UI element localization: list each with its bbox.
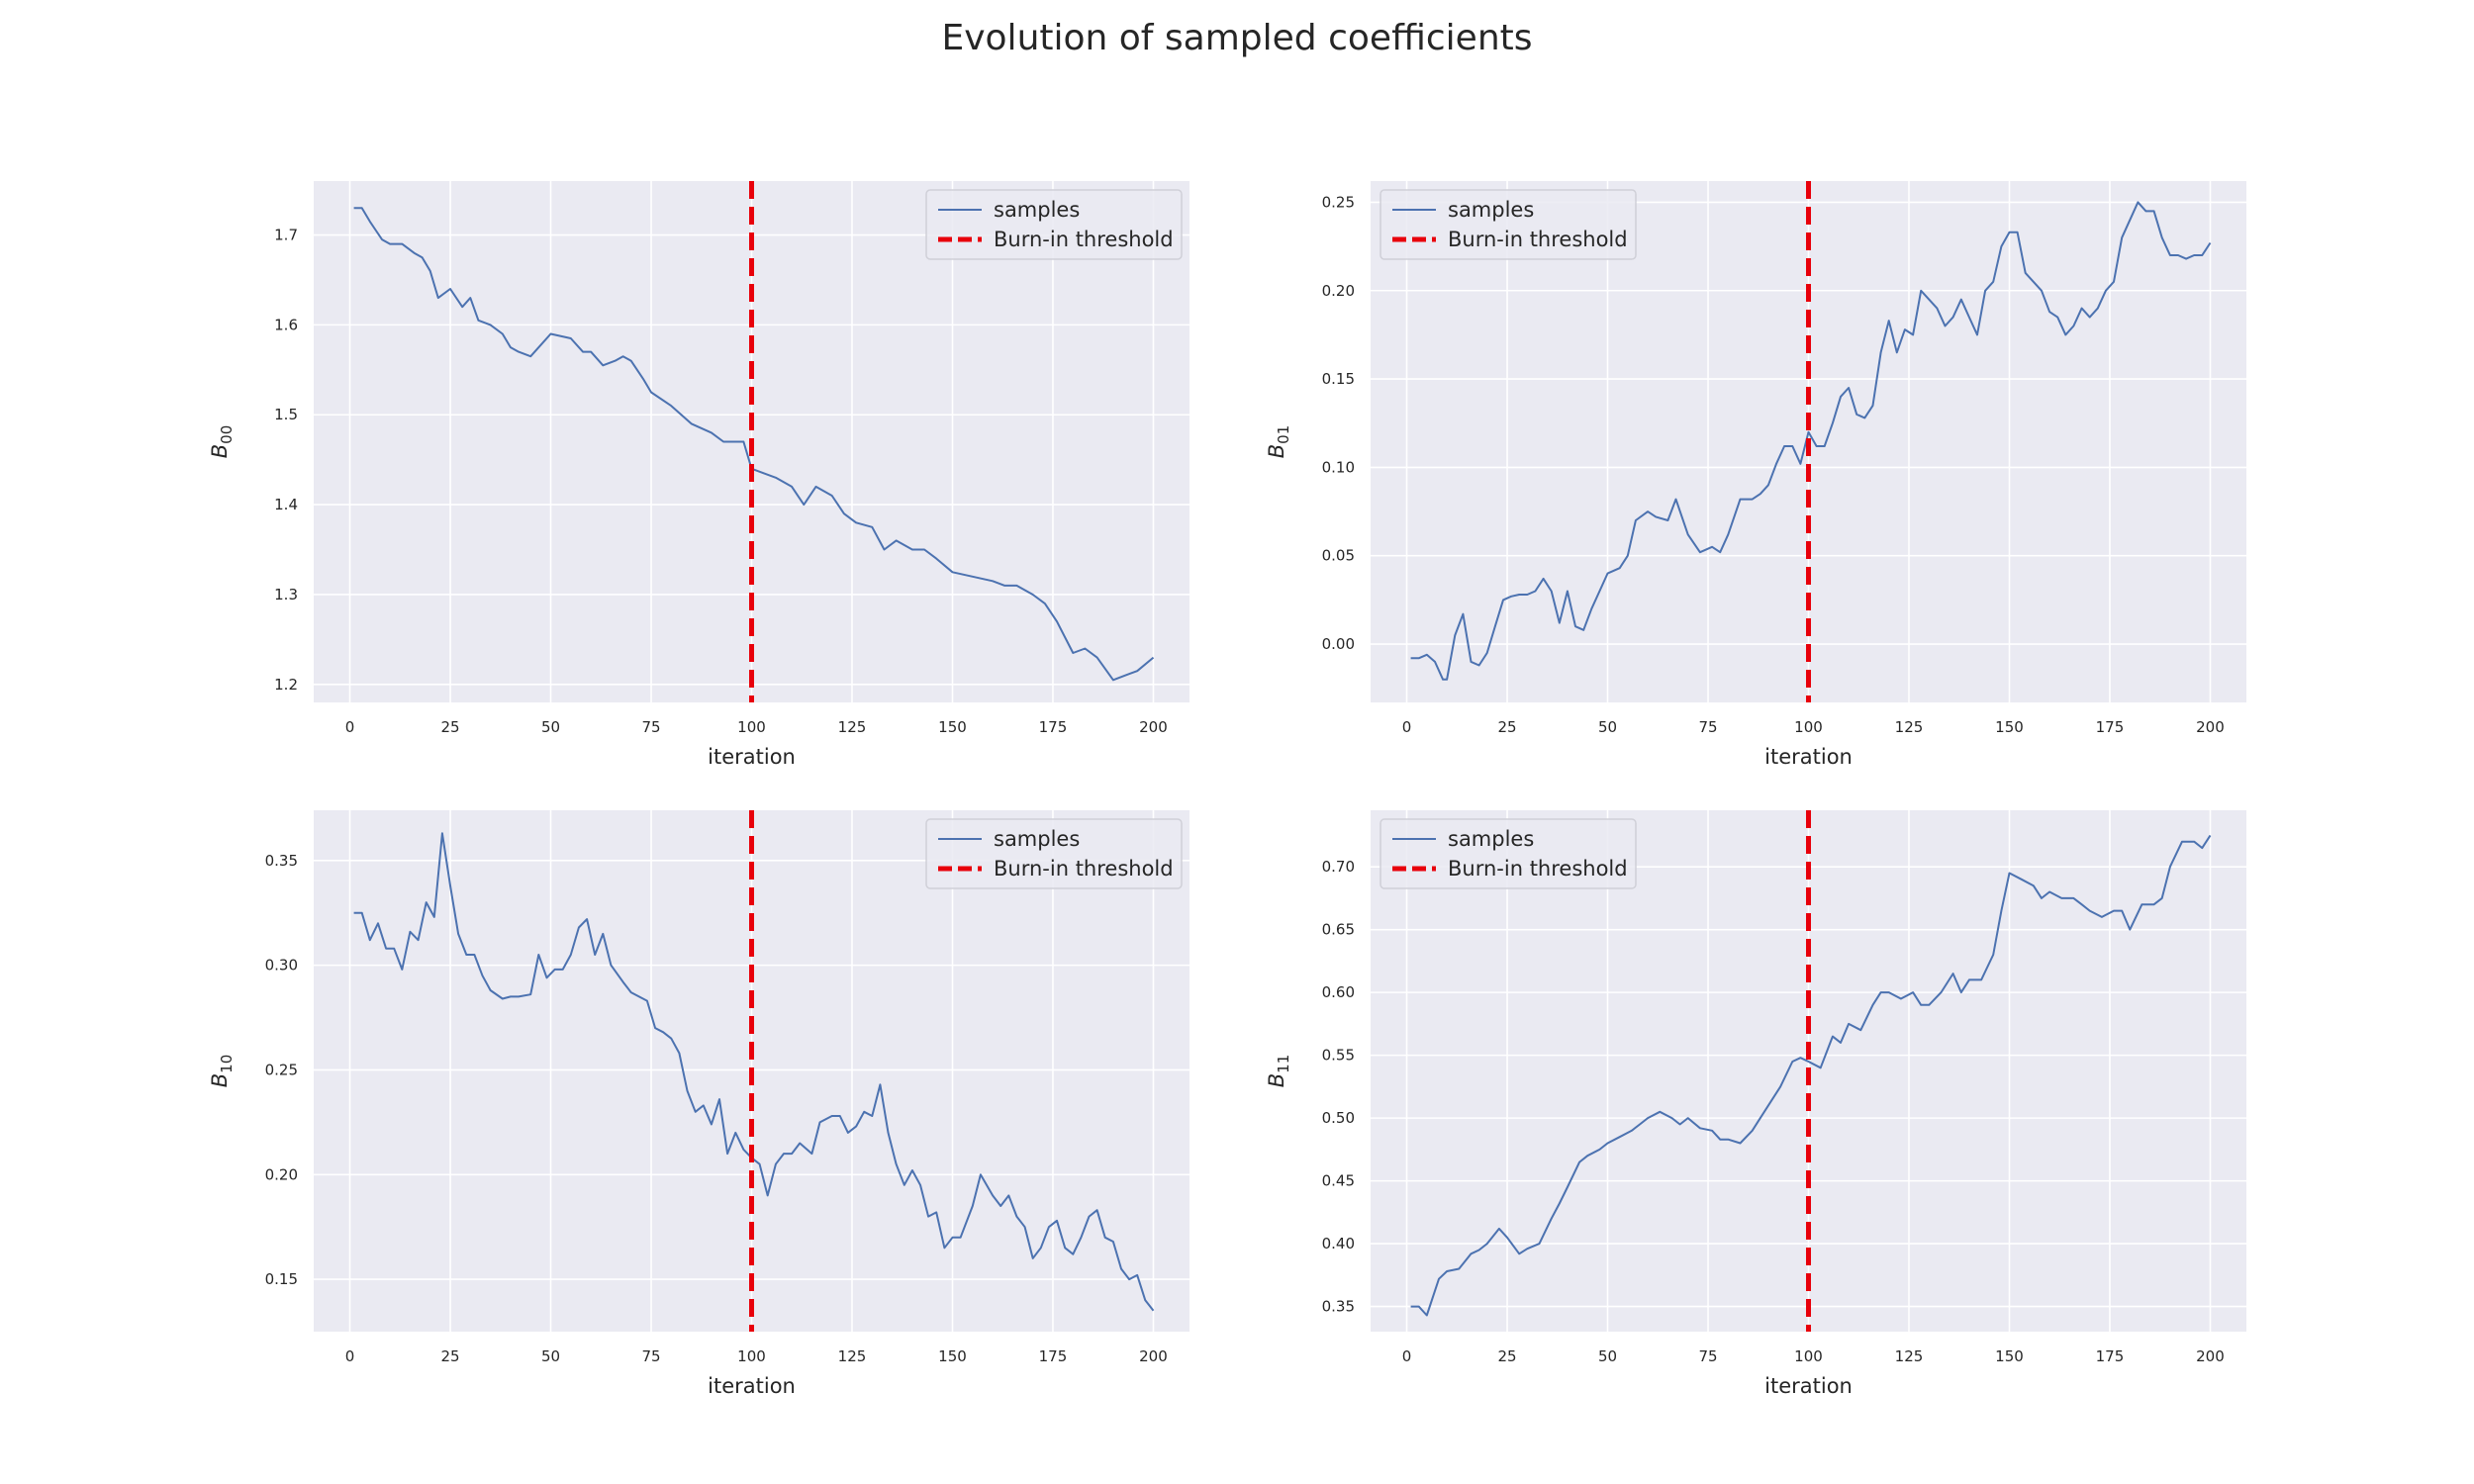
y-tick-label: 0.10 [1322, 458, 1355, 476]
legend-label-samples: samples [1448, 198, 1534, 222]
legend-label-samples: samples [994, 198, 1080, 222]
y-tick-label: 0.15 [265, 1270, 298, 1288]
y-tick-label: 0.00 [1322, 635, 1355, 653]
x-tick-label: 25 [440, 718, 459, 736]
y-tick-label: 0.25 [265, 1061, 298, 1078]
y-axis-label: B00 [208, 425, 236, 459]
y-tick-label: 0.05 [1322, 547, 1355, 565]
y-tick-label: 1.7 [274, 227, 298, 244]
subplot-3: 0 25 50 75 100 125 150 175 200 0.15 0.20 0.25 0.30 0.… [208, 810, 1189, 1398]
figure-title: Evolution of sampled coefficients [941, 18, 1533, 58]
legend-label-threshold: Burn-in threshold [1448, 857, 1628, 881]
x-tick-label: 25 [440, 1347, 459, 1365]
x-tick-label: 100 [1794, 718, 1823, 736]
x-axis-label: iteration [1764, 745, 1853, 769]
y-tick-label: 0.60 [1322, 983, 1355, 1001]
y-tick-label: 0.25 [1322, 193, 1355, 211]
subplot-1: 0 25 50 75 100 125 150 175 200 1.2 1.3 1.4 1.5 1.6 1.7… [208, 181, 1189, 769]
series-line-samples [1410, 834, 2212, 1317]
legend-box [925, 189, 1183, 260]
x-tick-label: 125 [838, 1347, 867, 1365]
legend-label-threshold: Burn-in threshold [994, 228, 1174, 251]
y-tick-label: 0.70 [1322, 858, 1355, 876]
x-tick-label: 200 [2196, 1347, 2225, 1365]
x-tick-label: 75 [641, 718, 660, 736]
x-tick-label: 200 [1139, 718, 1168, 736]
x-tick-label: 125 [1895, 1347, 1924, 1365]
x-tick-label: 200 [2196, 718, 2225, 736]
x-tick-label: 50 [1598, 1347, 1617, 1365]
series-line-samples [353, 207, 1155, 682]
y-tick-label: 0.30 [265, 957, 298, 974]
x-tick-label: 125 [1895, 718, 1924, 736]
x-tick-label: 175 [2096, 718, 2125, 736]
legend: samples Burn-in threshold [925, 818, 1183, 889]
legend-box [1380, 189, 1637, 260]
x-tick-label: 25 [1497, 1347, 1516, 1365]
y-tick-label: 0.55 [1322, 1047, 1355, 1065]
x-tick-label: 150 [938, 1347, 967, 1365]
x-tick-label: 0 [1402, 718, 1412, 736]
x-tick-label: 150 [1995, 1347, 2024, 1365]
y-tick-label: 1.6 [274, 316, 298, 333]
y-tick-label: 0.35 [265, 852, 298, 870]
legend-box [1380, 818, 1637, 889]
y-tick-label: 1.3 [274, 586, 298, 603]
x-tick-label: 150 [1995, 718, 2024, 736]
y-tick-label: 1.2 [274, 676, 298, 694]
x-axis-label: iteration [1764, 1374, 1853, 1398]
y-tick-label: 0.35 [1322, 1298, 1355, 1316]
x-tick-label: 100 [737, 1347, 766, 1365]
x-tick-label: 175 [1039, 1347, 1068, 1365]
legend: samples Burn-in threshold [1380, 818, 1637, 889]
x-tick-label: 175 [2096, 1347, 2125, 1365]
x-tick-label: 75 [1698, 718, 1717, 736]
x-tick-label: 75 [641, 1347, 660, 1365]
series-line-samples [1410, 201, 2212, 681]
legend-box [925, 818, 1183, 889]
y-tick-label: 0.40 [1322, 1235, 1355, 1252]
y-tick-label: 0.45 [1322, 1172, 1355, 1190]
y-tick-label: 0.50 [1322, 1109, 1355, 1127]
y-axis-label: B11 [1265, 1055, 1292, 1088]
x-tick-label: 50 [1598, 718, 1617, 736]
x-tick-label: 0 [345, 1347, 355, 1365]
subplot-4: 0 25 50 75 100 125 150 175 200 0.35 0.40 0.45 0.50 0.… [1265, 810, 2246, 1398]
y-axis-label: B10 [208, 1055, 236, 1088]
y-tick-label: 0.20 [265, 1165, 298, 1183]
x-tick-label: 50 [541, 718, 560, 736]
x-tick-label: 100 [737, 718, 766, 736]
x-tick-label: 200 [1139, 1347, 1168, 1365]
x-tick-label: 50 [541, 1347, 560, 1365]
x-tick-label: 100 [1794, 1347, 1823, 1365]
x-tick-label: 75 [1698, 1347, 1717, 1365]
x-tick-label: 175 [1039, 718, 1068, 736]
x-tick-label: 25 [1497, 718, 1516, 736]
subplot-2: 0 25 50 75 100 125 150 175 200 0.00 0.05 0.10 0.15 0.… [1265, 181, 2246, 769]
y-tick-label: 0.15 [1322, 370, 1355, 388]
x-tick-label: 0 [345, 718, 355, 736]
legend-label-samples: samples [1448, 827, 1534, 851]
x-axis-label: iteration [708, 1374, 796, 1398]
legend-label-threshold: Burn-in threshold [994, 857, 1174, 881]
y-tick-label: 0.20 [1322, 282, 1355, 300]
y-tick-label: 1.4 [274, 496, 298, 513]
y-tick-label: 1.5 [274, 406, 298, 423]
legend-label-threshold: Burn-in threshold [1448, 228, 1628, 251]
legend: samples Burn-in threshold [1380, 189, 1637, 260]
x-axis-label: iteration [708, 745, 796, 769]
x-tick-label: 125 [838, 718, 867, 736]
legend-label-samples: samples [994, 827, 1080, 851]
x-tick-label: 0 [1402, 1347, 1412, 1365]
legend: samples Burn-in threshold [925, 189, 1183, 260]
y-axis-label: B01 [1265, 425, 1292, 459]
x-tick-label: 150 [938, 718, 967, 736]
y-tick-label: 0.65 [1322, 921, 1355, 939]
